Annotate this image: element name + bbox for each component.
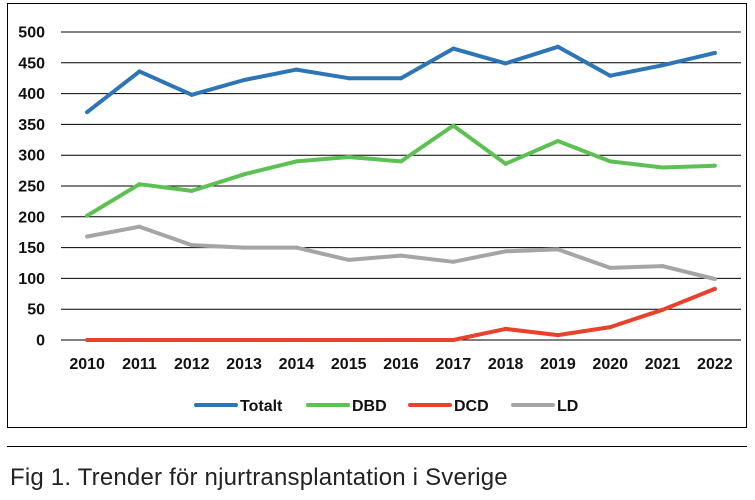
data-point-dbd-2017 <box>451 124 455 128</box>
y-tick-label: 450 <box>18 55 45 72</box>
series-ld <box>85 225 717 281</box>
x-tick-label: 2012 <box>174 356 210 373</box>
data-point-ld-2017 <box>451 260 455 264</box>
data-point-ld-2019 <box>556 247 560 251</box>
data-point-dcd-2013 <box>242 338 246 342</box>
series-lines <box>85 45 717 342</box>
y-tick-label: 150 <box>18 240 45 257</box>
x-tick-label: 2010 <box>69 356 105 373</box>
data-point-dbd-2013 <box>242 172 246 176</box>
y-tick-label: 0 <box>36 333 45 350</box>
y-tick-label: 200 <box>18 209 45 226</box>
legend-label: LD <box>557 398 578 415</box>
data-point-dbd-2012 <box>190 189 194 193</box>
y-tick-label: 100 <box>18 271 45 288</box>
x-tick-label: 2014 <box>279 356 315 373</box>
legend-item-dbd: DBD <box>308 398 387 415</box>
legend-item-totalt: Totalt <box>196 398 283 415</box>
data-point-dcd-2015 <box>347 338 351 342</box>
x-tick-label: 2016 <box>383 356 419 373</box>
data-point-dcd-2016 <box>399 338 403 342</box>
data-point-totalt-2016 <box>399 76 403 80</box>
data-point-dbd-2014 <box>294 159 298 163</box>
data-point-totalt-2017 <box>451 47 455 51</box>
data-point-totalt-2013 <box>242 78 246 82</box>
data-point-dcd-2021 <box>661 308 665 312</box>
data-point-dcd-2019 <box>556 333 560 337</box>
series-line-dcd <box>87 289 715 340</box>
series-totalt <box>85 45 717 114</box>
series-line-dbd <box>87 126 715 216</box>
data-point-dbd-2018 <box>504 162 508 166</box>
data-point-ld-2022 <box>713 277 717 281</box>
data-point-ld-2020 <box>608 266 612 270</box>
data-point-ld-2015 <box>347 258 351 262</box>
x-tick-label: 2018 <box>488 356 524 373</box>
data-point-ld-2014 <box>294 246 298 250</box>
data-point-totalt-2018 <box>504 61 508 65</box>
x-tick-label: 2015 <box>331 356 367 373</box>
x-tick-label: 2019 <box>540 356 576 373</box>
x-axis-ticks: 2010 2011 2012 2013 2014 2015 2016 2017 2018 2019… <box>69 356 732 373</box>
data-point-ld-2013 <box>242 246 246 250</box>
data-point-totalt-2022 <box>713 51 717 55</box>
data-point-dbd-2016 <box>399 159 403 163</box>
data-point-totalt-2015 <box>347 76 351 80</box>
data-point-totalt-2020 <box>608 74 612 78</box>
legend-label: DCD <box>454 398 489 415</box>
y-tick-label: 350 <box>18 117 45 134</box>
x-tick-label: 2020 <box>592 356 628 373</box>
legend-label: DBD <box>352 398 387 415</box>
data-point-totalt-2010 <box>85 110 89 114</box>
data-point-dbd-2015 <box>347 155 351 159</box>
data-point-totalt-2011 <box>137 69 141 73</box>
data-point-dcd-2010 <box>85 338 89 342</box>
y-tick-label: 500 <box>18 25 45 42</box>
data-point-ld-2018 <box>504 249 508 253</box>
x-tick-label: 2013 <box>226 356 262 373</box>
data-point-dbd-2020 <box>608 159 612 163</box>
data-point-totalt-2019 <box>556 45 560 49</box>
data-point-dcd-2020 <box>608 325 612 329</box>
data-point-dcd-2022 <box>713 287 717 291</box>
data-point-dbd-2019 <box>556 139 560 143</box>
data-point-ld-2016 <box>399 254 403 258</box>
y-tick-label: 300 <box>18 148 45 165</box>
data-point-ld-2012 <box>190 243 194 247</box>
x-tick-label: 2021 <box>645 356 681 373</box>
series-dcd <box>85 287 717 342</box>
y-tick-label: 50 <box>27 302 45 319</box>
x-tick-label: 2017 <box>436 356 472 373</box>
series-dbd <box>85 124 717 218</box>
data-point-dcd-2017 <box>451 338 455 342</box>
data-point-ld-2021 <box>661 264 665 268</box>
legend: Totalt DBD DCD LD <box>196 398 578 415</box>
data-point-dcd-2012 <box>190 338 194 342</box>
x-tick-label: 2022 <box>697 356 733 373</box>
caption-divider <box>7 446 747 447</box>
data-point-dcd-2011 <box>137 338 141 342</box>
legend-label: Totalt <box>240 398 283 415</box>
series-line-ld <box>87 227 715 279</box>
data-point-dcd-2018 <box>504 327 508 331</box>
data-point-dbd-2010 <box>85 214 89 218</box>
data-point-dbd-2022 <box>713 164 717 168</box>
figure-caption: Fig 1. Trender för njurtransplantation i… <box>10 464 508 492</box>
x-tick-label: 2011 <box>122 356 157 373</box>
y-tick-label: 250 <box>18 179 45 196</box>
legend-item-dcd: DCD <box>410 398 489 415</box>
y-axis-ticks: 0 50 100 150 200 250 300 350 400 450 500 <box>18 25 45 350</box>
data-point-dbd-2021 <box>661 166 665 170</box>
data-point-ld-2010 <box>85 235 89 239</box>
legend-item-ld: LD <box>513 398 578 415</box>
data-point-totalt-2014 <box>294 68 298 72</box>
data-point-totalt-2021 <box>661 63 665 67</box>
data-point-dcd-2014 <box>294 338 298 342</box>
data-point-dbd-2011 <box>137 182 141 186</box>
chart-frame: 0 50 100 150 200 250 300 350 400 450 500 2010 2011 2… <box>7 3 747 428</box>
data-point-ld-2011 <box>137 225 141 229</box>
data-point-totalt-2012 <box>190 93 194 97</box>
y-tick-label: 400 <box>18 86 45 103</box>
